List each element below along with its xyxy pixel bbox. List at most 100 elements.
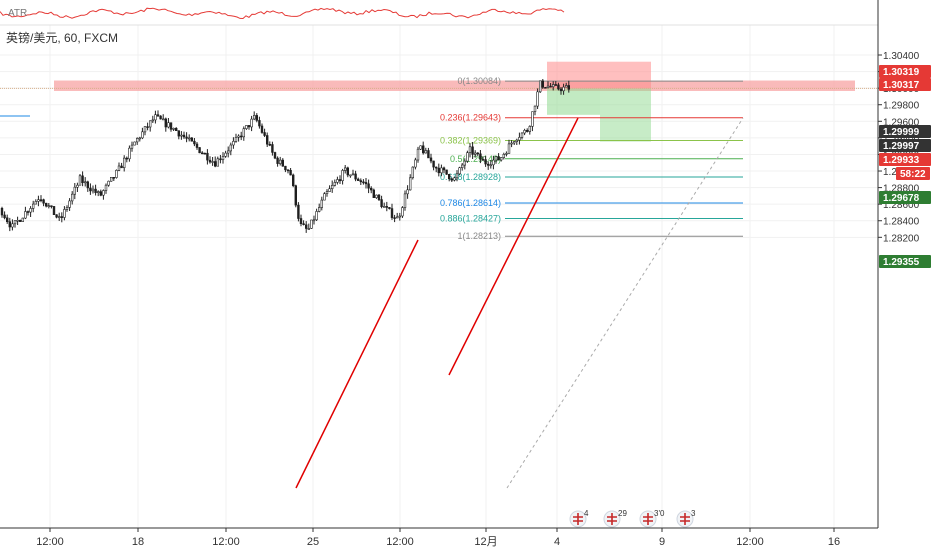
candle-body xyxy=(201,152,204,155)
candle-body xyxy=(541,80,545,88)
take-profit-zone-1 xyxy=(547,88,600,115)
candle-body xyxy=(523,130,526,134)
fib-level-label: 0.382(1.29369) xyxy=(440,135,501,145)
atr-indicator-label[interactable]: ATR xyxy=(8,8,28,19)
candle-body xyxy=(99,191,103,196)
candle-body xyxy=(401,207,404,217)
candle-body xyxy=(559,88,563,92)
fib-level-label: 0.5(1.29148) xyxy=(450,154,501,164)
stop-loss-zone xyxy=(547,61,651,89)
candle-body xyxy=(520,132,524,138)
price-tick-label: 1.28600 xyxy=(883,200,920,211)
fib-level-label: 0.886(1.28427) xyxy=(440,214,501,224)
candle-body xyxy=(437,167,440,174)
candle-body xyxy=(432,160,435,168)
candle-body xyxy=(190,137,193,142)
candle-body xyxy=(91,188,95,192)
candle-body xyxy=(52,206,56,215)
price-badge-label: 1.30319 xyxy=(883,67,920,78)
candle-body xyxy=(349,174,352,177)
candle-body xyxy=(26,211,30,213)
candle-body xyxy=(182,134,186,138)
symbol-legend[interactable]: 英镑/美元, 60, FXCM xyxy=(6,31,119,45)
candle-body xyxy=(97,191,100,194)
time-axis[interactable]: 12:00 18 12:00 25 12:00 12月 4 9 12:00 16 xyxy=(0,527,878,548)
candle-body xyxy=(16,220,19,222)
time-tick-label: 16 xyxy=(828,536,840,548)
candle-body xyxy=(188,137,191,140)
candle-body xyxy=(544,87,547,89)
price-badge xyxy=(879,139,931,152)
candle-body xyxy=(468,146,472,154)
time-tick-label: 12:00 xyxy=(736,536,764,548)
candle-body xyxy=(24,211,27,219)
candle-body xyxy=(406,189,409,195)
candle-body xyxy=(359,180,362,183)
candle-body xyxy=(34,201,38,205)
candle-body xyxy=(63,209,66,218)
candle-body xyxy=(499,157,503,161)
candle-body xyxy=(356,178,360,181)
candle-body xyxy=(505,153,508,155)
candle-body xyxy=(281,159,284,167)
candle-body xyxy=(346,167,349,176)
candle-body xyxy=(47,205,51,207)
candle-body xyxy=(263,132,266,136)
candle-body xyxy=(367,183,370,189)
candle-body xyxy=(429,157,433,162)
candle-body xyxy=(486,163,490,166)
chart-zones xyxy=(0,61,878,142)
candle-body xyxy=(185,136,188,139)
candle-body xyxy=(115,170,118,178)
candle-body xyxy=(203,152,206,155)
price-badge xyxy=(879,255,931,268)
candle-body xyxy=(518,137,521,141)
price-badge xyxy=(879,125,931,138)
candle-body xyxy=(489,164,492,167)
candle-body xyxy=(312,219,316,222)
price-badge-label: 1.29355 xyxy=(883,257,920,268)
candle-body xyxy=(29,208,32,213)
price-badges: 1.30319 1.30317 1.29999 1.29997 1.29933 58:22… xyxy=(879,65,931,268)
candle-body xyxy=(460,164,464,169)
event-marker-label: 3 xyxy=(691,509,696,518)
candle-body xyxy=(146,126,149,128)
time-tick-label: 25 xyxy=(307,536,319,548)
candle-body xyxy=(11,223,14,228)
price-badge xyxy=(896,167,930,180)
candle-body xyxy=(44,202,48,207)
candle-body xyxy=(315,211,318,221)
candle-body xyxy=(388,207,391,209)
candle-body xyxy=(564,85,568,88)
candle-body xyxy=(208,159,212,163)
candle-body xyxy=(221,156,225,160)
candle-body xyxy=(94,188,97,194)
candle-body xyxy=(336,179,339,183)
candle-body xyxy=(86,181,90,189)
event-markers: 4 29 3'0 3 xyxy=(569,509,696,528)
candle-body xyxy=(343,167,347,171)
candle-body xyxy=(112,177,116,179)
trendline-right xyxy=(448,117,579,376)
candle-body xyxy=(219,158,222,161)
candle-body xyxy=(120,165,123,169)
candle-body xyxy=(21,217,24,222)
uk-flag-icon xyxy=(643,513,653,525)
price-tick-label: 1.28200 xyxy=(883,233,920,244)
candle-body xyxy=(286,169,290,172)
candle-body xyxy=(151,119,154,122)
candle-body xyxy=(110,177,113,182)
price-badge xyxy=(879,65,931,78)
candle-body xyxy=(232,141,235,146)
candle-body xyxy=(476,152,479,155)
candle-body xyxy=(536,91,539,107)
candle-body xyxy=(341,170,344,181)
candle-body xyxy=(42,199,45,204)
candle-body xyxy=(141,131,144,139)
candle-body xyxy=(484,159,487,165)
candle-body xyxy=(195,143,199,148)
price-tick-label: 1.28800 xyxy=(883,184,920,195)
candle-body xyxy=(297,204,300,219)
candle-body xyxy=(71,193,74,202)
